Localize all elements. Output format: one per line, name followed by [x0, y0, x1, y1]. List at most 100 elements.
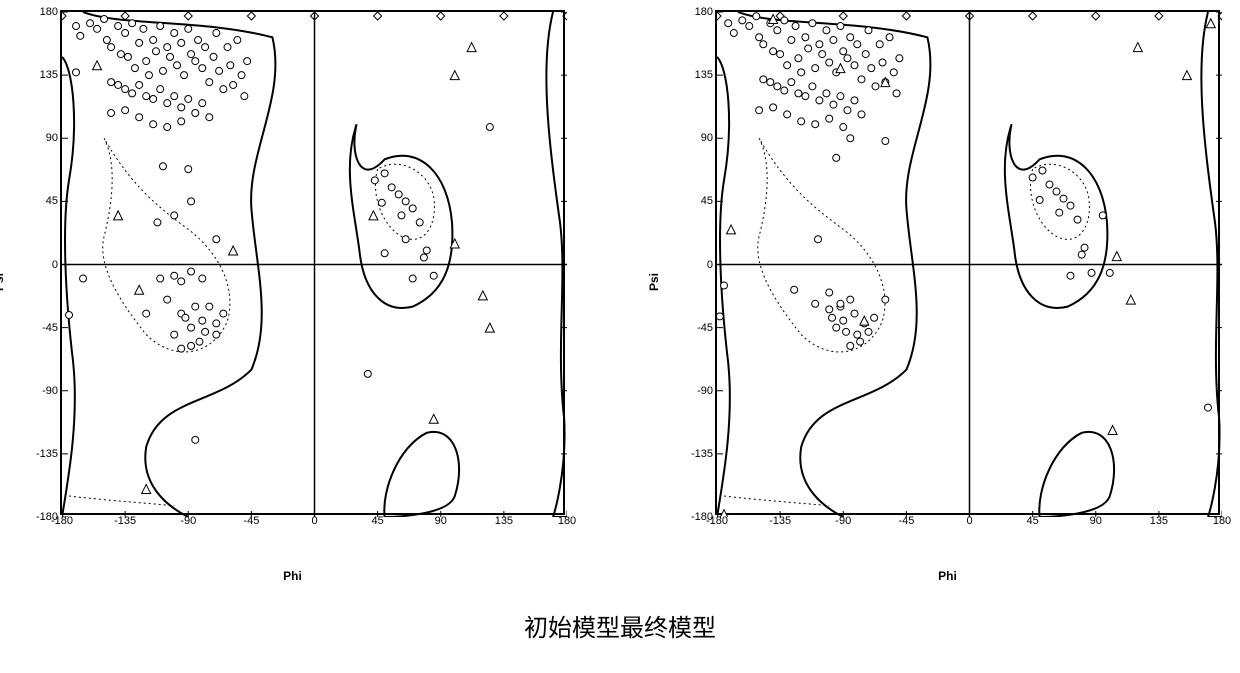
residue-marker-circle: [213, 30, 220, 37]
residue-marker-circle: [1074, 216, 1081, 223]
residue-marker-circle: [188, 51, 195, 58]
ytick: -135: [691, 448, 717, 460]
residue-marker-circle: [812, 65, 819, 72]
contour-solid: [1005, 124, 1108, 308]
residue-marker-circle: [171, 93, 178, 100]
ytick: -90: [42, 385, 62, 397]
residue-marker-circle: [788, 79, 795, 86]
residue-marker-circle: [115, 81, 122, 88]
ytick: 180: [695, 6, 717, 18]
residue-marker-circle: [1067, 202, 1074, 209]
ytick: 90: [46, 132, 62, 144]
xtick: 90: [1090, 513, 1102, 527]
ylabel-right: Psi: [647, 272, 661, 290]
residue-marker-circle: [847, 342, 854, 349]
residue-marker-circle: [1067, 272, 1074, 279]
residue-marker-circle: [1099, 212, 1106, 219]
residue-marker-triangle: [478, 291, 487, 300]
residue-marker-circle: [795, 55, 802, 62]
residue-marker-circle: [157, 86, 164, 93]
xtick: -135: [114, 513, 136, 527]
residue-marker-circle: [795, 90, 802, 97]
xtick: 180: [558, 513, 576, 527]
residue-marker-circle: [178, 39, 185, 46]
residue-marker-circle: [819, 51, 826, 58]
residue-marker-circle: [1029, 174, 1036, 181]
residue-marker-circle: [395, 191, 402, 198]
residue-marker-circle: [886, 34, 893, 41]
residue-marker-circle: [753, 13, 760, 20]
residue-marker-circle: [188, 198, 195, 205]
residue-marker-triangle: [1182, 71, 1191, 80]
residue-marker-circle: [843, 328, 850, 335]
residue-marker-circle: [136, 81, 143, 88]
residue-marker-circle: [199, 275, 206, 282]
residue-marker-triangle: [1133, 43, 1142, 52]
residue-marker-circle: [823, 90, 830, 97]
residue-marker-circle: [882, 138, 889, 145]
residue-marker-circle: [174, 62, 181, 69]
ytick: -45: [697, 322, 717, 334]
residue-marker-triangle: [114, 211, 123, 220]
residue-marker-circle: [136, 114, 143, 121]
residue-marker-circle: [423, 247, 430, 254]
caption-left: 初始模型: [524, 615, 620, 642]
residue-marker-circle: [108, 44, 115, 51]
residue-marker-circle: [206, 114, 213, 121]
residue-marker-circle: [420, 254, 427, 261]
residue-marker-triangle: [485, 323, 494, 332]
residue-marker-circle: [781, 87, 788, 94]
residue-marker-circle: [129, 90, 136, 97]
residue-marker-circle: [182, 314, 189, 321]
residue-marker-circle: [178, 345, 185, 352]
residue-marker-circle: [77, 32, 84, 39]
ylabel-left: Psi: [0, 272, 6, 290]
residue-marker-circle: [192, 58, 199, 65]
plot-area-left: -180-135-90-4504590135180-180-135-90-450…: [60, 10, 565, 515]
residue-marker-circle: [876, 41, 883, 48]
residue-marker-circle: [430, 272, 437, 279]
residue-marker-triangle: [1108, 426, 1117, 435]
residue-marker-circle: [1204, 404, 1211, 411]
residue-marker-circle: [216, 67, 223, 74]
residue-marker-circle: [202, 44, 209, 51]
residue-marker-circle: [833, 154, 840, 161]
residue-marker-circle: [837, 23, 844, 30]
residue-marker-circle: [840, 48, 847, 55]
xlabel-right: Phi: [938, 569, 957, 583]
residue-marker-circle: [402, 236, 409, 243]
residue-marker-circle: [865, 27, 872, 34]
residue-marker-circle: [87, 20, 94, 27]
residue-marker-circle: [178, 104, 185, 111]
residue-marker-circle: [760, 41, 767, 48]
xtick: -90: [180, 513, 196, 527]
residue-marker-triangle: [369, 211, 378, 220]
residue-marker-circle: [847, 34, 854, 41]
residue-marker-circle: [122, 86, 129, 93]
residue-marker-circle: [851, 310, 858, 317]
residue-marker-circle: [199, 317, 206, 324]
residue-marker-circle: [833, 324, 840, 331]
residue-marker-circle: [402, 198, 409, 205]
residue-marker-triangle: [860, 316, 869, 325]
residue-marker-circle: [1053, 188, 1060, 195]
residue-marker-circle: [224, 44, 231, 51]
residue-marker-circle: [115, 23, 122, 30]
residue-marker-circle: [129, 20, 136, 27]
residue-marker-circle: [164, 124, 171, 131]
residue-marker-circle: [847, 135, 854, 142]
residue-marker-circle: [124, 53, 131, 60]
residue-marker-circle: [872, 83, 879, 90]
residue-marker-circle: [378, 199, 385, 206]
residue-marker-circle: [826, 306, 833, 313]
residue-marker-circle: [220, 310, 227, 317]
xtick: -45: [243, 513, 259, 527]
residue-marker-circle: [1078, 251, 1085, 258]
ytick: 0: [52, 259, 62, 271]
residue-marker-circle: [865, 328, 872, 335]
residue-marker-circle: [192, 110, 199, 117]
residue-marker-circle: [202, 328, 209, 335]
residue-marker-circle: [798, 118, 805, 125]
residue-marker-triangle: [1206, 19, 1215, 28]
residue-marker-circle: [150, 37, 157, 44]
